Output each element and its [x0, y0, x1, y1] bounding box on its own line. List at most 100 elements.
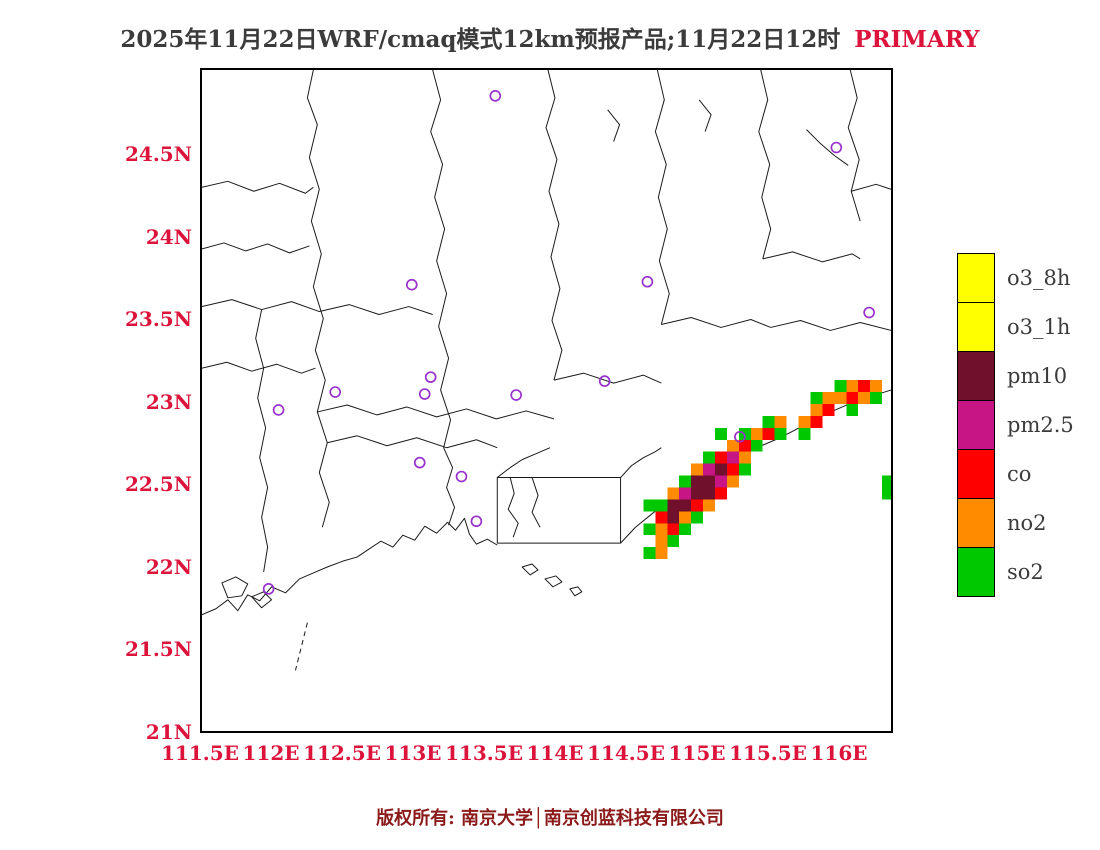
city-marker-icon	[510, 389, 522, 401]
city-marker-icon	[641, 275, 654, 288]
pollution-cell	[762, 415, 775, 428]
boundary-line	[553, 372, 662, 384]
island	[569, 586, 583, 597]
pollution-cell	[703, 499, 716, 512]
map-canvas	[202, 70, 891, 671]
pollution-cell	[655, 535, 668, 548]
boundary-line	[430, 70, 452, 448]
pollution-cell	[822, 392, 835, 404]
legend-item: o3_8h	[957, 253, 1074, 303]
pollution-cell	[715, 463, 727, 476]
legend-item: o3_1h	[957, 302, 1074, 352]
pollution-cell	[846, 380, 859, 393]
pollution-cell	[691, 463, 704, 476]
lon-tick-label: 113E	[384, 741, 442, 765]
pollution-cell	[679, 523, 692, 536]
pollution-cell	[774, 415, 787, 428]
pollution-cell	[882, 475, 891, 488]
pollution-cell	[703, 463, 716, 476]
pollution-cell	[750, 439, 763, 452]
pollution-cell	[810, 403, 823, 416]
city-marker-icon	[734, 430, 746, 443]
lat-tick-label: 22N	[145, 554, 192, 579]
lon-tick-label: 114E	[526, 741, 584, 765]
boundary-line	[654, 70, 670, 325]
city-marker-icon	[455, 470, 468, 483]
pollution-cell	[691, 499, 704, 512]
city-marker-icon	[863, 306, 875, 319]
pollution-cell	[655, 499, 668, 512]
lat-tick-label: 24N	[145, 224, 192, 249]
legend-label: so2	[1007, 560, 1044, 584]
pollution-cell	[870, 392, 883, 404]
legend-swatch	[957, 498, 995, 548]
pollution-cell	[667, 535, 680, 548]
pollution-cell	[846, 403, 859, 416]
boundary-line	[202, 242, 310, 254]
legend-swatch	[957, 400, 995, 450]
copyright-text: 版权所有: 南京大学│南京创蓝科技有限公司	[376, 808, 724, 829]
boundary-line	[607, 109, 621, 142]
pollution-cell	[643, 523, 656, 536]
city-marker-icon	[598, 375, 611, 387]
boundary-line	[202, 299, 433, 316]
legend-swatch	[957, 547, 995, 597]
lat-tick-label: 21.5N	[125, 637, 192, 662]
boundary-line	[847, 70, 861, 222]
boundary-line	[255, 309, 269, 573]
city-marker-icon	[470, 515, 483, 528]
lon-tick-label: 113.5E	[445, 741, 523, 765]
pollution-cell	[679, 487, 692, 500]
pollution-cell	[643, 547, 656, 560]
pollution-cell	[822, 403, 835, 416]
pollution-cell	[691, 511, 704, 524]
delta-inner-line	[507, 477, 519, 538]
pollution-cell	[667, 511, 680, 524]
boundary-line	[327, 435, 498, 449]
legend-swatch	[957, 449, 995, 499]
island	[221, 576, 249, 599]
lon-tick-label: 112E	[242, 741, 300, 765]
boundary-line	[758, 70, 772, 259]
pollution-cell	[738, 439, 751, 452]
legend-swatch	[957, 351, 995, 401]
pollution-cell	[846, 392, 859, 404]
pollution-cell	[798, 427, 811, 440]
lat-tick-label: 23.5N	[125, 307, 192, 332]
lon-tick-label: 115.5E	[729, 741, 807, 765]
pollution-cell	[858, 380, 871, 393]
pollution-cell	[715, 475, 727, 488]
pollution-cell	[679, 475, 692, 488]
city-marker-icon	[418, 388, 431, 400]
pollution-cell	[738, 451, 751, 464]
boundary-line	[762, 251, 861, 263]
boundary-line	[661, 317, 771, 328]
title-text: 2025年11月22日WRF/cmaq模式12km预报产品;11月22日12时	[120, 26, 841, 53]
title-primary-label: PRIMARY	[854, 26, 980, 53]
legend-label: no2	[1007, 511, 1047, 535]
boundary-line	[306, 70, 330, 528]
legend-label: co	[1007, 462, 1032, 486]
boundary-line	[317, 404, 555, 420]
pollution-cell	[882, 487, 891, 500]
city-marker-icon	[489, 90, 502, 102]
pollution-cell	[726, 439, 739, 452]
pollution-cell	[715, 451, 727, 464]
legend-item: co	[957, 449, 1074, 499]
lat-tick-label: 24.5N	[125, 142, 192, 166]
boundary-line	[851, 183, 891, 192]
city-marker-icon	[262, 583, 275, 595]
legend-item: pm2.5	[957, 400, 1074, 450]
lon-tick-label: 115E	[668, 741, 726, 765]
lon-tick-label: 111.5E	[161, 741, 239, 765]
island	[544, 575, 563, 588]
pollution-cell	[738, 463, 751, 476]
legend-label: pm10	[1007, 364, 1068, 388]
pollution-cell	[655, 523, 668, 536]
lon-tick-label: 112.5E	[303, 741, 381, 765]
pollution-cell	[715, 487, 727, 500]
boundary-line	[202, 361, 316, 374]
lon-tick-label: 116E	[810, 741, 868, 765]
delta-region-outline	[496, 477, 622, 544]
